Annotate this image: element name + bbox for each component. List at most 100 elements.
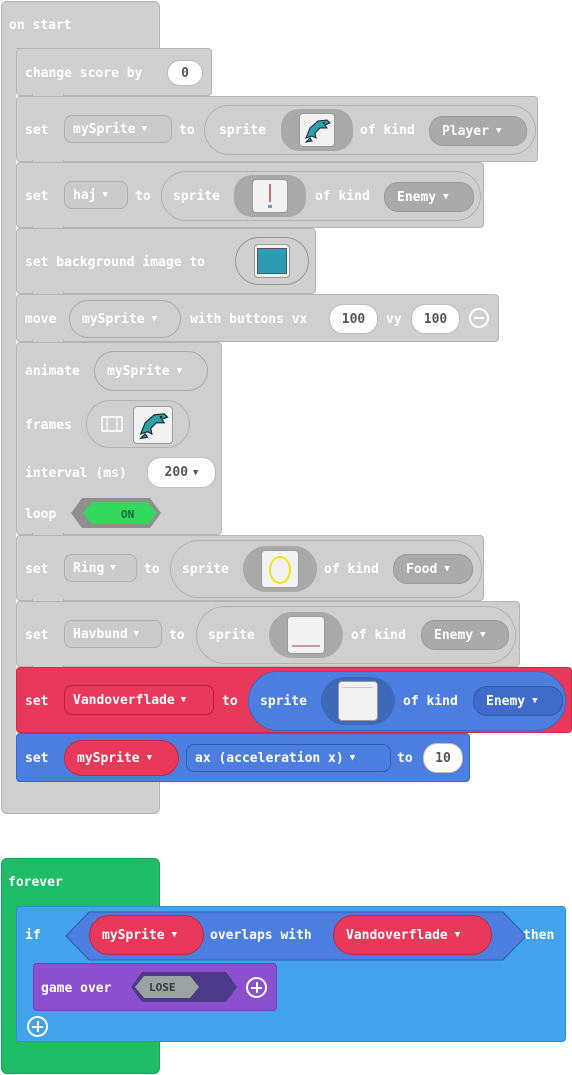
sprite-label: sprite bbox=[182, 562, 229, 577]
dropdown-text: Food bbox=[406, 561, 438, 577]
sprite-of-kind-reporter[interactable]: sprite of kind Enemy ▼ bbox=[248, 671, 566, 731]
mysprite-variable-dropdown[interactable]: mySprite ▼ bbox=[64, 115, 172, 143]
interval-dropdown[interactable]: 200 ▼ bbox=[147, 457, 216, 488]
sprite-of-kind-reporter[interactable]: sprite of kind Enemy ▼ bbox=[161, 171, 481, 221]
overlaps-with-label: overlaps with bbox=[210, 928, 312, 943]
dropdown-text: Vandoverflade bbox=[346, 927, 448, 943]
kind-enemy-dropdown[interactable]: Enemy ▼ bbox=[421, 620, 509, 650]
loop-toggle-value: ON bbox=[121, 508, 135, 521]
chevron-down-icon: ▼ bbox=[110, 563, 116, 573]
animate-block[interactable]: animate mySprite ▼ frames interval (ms) 2… bbox=[16, 342, 222, 542]
chevron-down-icon: ▼ bbox=[102, 190, 108, 200]
sprite-of-kind-reporter[interactable]: sprite of kind Player ▼ bbox=[204, 105, 536, 155]
lose-toggle[interactable] bbox=[130, 971, 238, 1003]
kind-food-dropdown[interactable]: Food ▼ bbox=[393, 554, 473, 584]
change-score-block[interactable]: change score by 0 bbox=[16, 48, 212, 103]
left-sprite-dropdown[interactable]: mySprite ▼ bbox=[89, 915, 204, 955]
set-ring-block[interactable]: set Ring ▼ to sprite of kind Food ▼ bbox=[16, 535, 484, 608]
sprite-label: sprite bbox=[208, 628, 255, 643]
set-label: set bbox=[25, 562, 49, 577]
then-label: then bbox=[523, 928, 555, 943]
interval-label: interval (ms) bbox=[25, 466, 127, 481]
dropdown-text: mySprite bbox=[73, 121, 136, 137]
set-havbund-block[interactable]: set Havbund ▼ to sprite of kind Enemy ▼ bbox=[16, 601, 520, 674]
move-with-buttons-block[interactable]: move mySprite ▼ with buttons vx 100 vy 10… bbox=[16, 294, 499, 349]
with-buttons-label: with buttons vx bbox=[190, 312, 308, 327]
add-else-icon[interactable] bbox=[27, 1016, 48, 1037]
havbund-sprite-thumbnail bbox=[287, 616, 325, 654]
vy-input[interactable]: 100 bbox=[411, 304, 460, 334]
chevron-down-icon: ▼ bbox=[193, 467, 199, 478]
chevron-down-icon: ▼ bbox=[454, 930, 461, 940]
set-haj-block[interactable]: set haj ▼ to sprite of kind Enemy ▼ bbox=[16, 162, 484, 235]
sprite-image-field[interactable] bbox=[269, 612, 343, 658]
dolphin-icon bbox=[304, 119, 331, 143]
haj-variable-dropdown[interactable]: haj ▼ bbox=[64, 181, 128, 209]
score-value-input[interactable]: 0 bbox=[167, 60, 203, 86]
sprite-image-field[interactable] bbox=[281, 109, 353, 151]
set-background-block[interactable]: set background image to bbox=[16, 228, 316, 301]
mysprite-variable-dropdown[interactable]: mySprite ▼ bbox=[64, 740, 179, 776]
chevron-down-icon: ▼ bbox=[171, 930, 178, 940]
kind-player-dropdown[interactable]: Player ▼ bbox=[429, 116, 527, 146]
background-image-field[interactable] bbox=[235, 237, 309, 285]
sprite-label: sprite bbox=[173, 189, 220, 204]
animate-sprite-dropdown[interactable]: mySprite ▼ bbox=[94, 351, 208, 391]
dropdown-text: 200 bbox=[164, 465, 189, 480]
dropdown-text: mySprite bbox=[82, 311, 145, 327]
on-start-label: on start bbox=[9, 18, 72, 33]
set-acceleration-block[interactable]: set mySprite ▼ ax (acceleration x) ▼ to 10 bbox=[16, 733, 470, 782]
chevron-down-icon: ▼ bbox=[480, 630, 486, 640]
to-label: to bbox=[397, 751, 413, 766]
dropdown-text: Enemy bbox=[397, 189, 437, 205]
set-mysprite-block[interactable]: set mySprite ▼ to sprite of kind Player ▼ bbox=[16, 96, 538, 169]
water-surface-thumbnail bbox=[338, 681, 378, 721]
dropdown-text: mySprite bbox=[107, 363, 170, 379]
of-kind-label: of kind bbox=[324, 562, 379, 577]
chevron-down-icon: ▼ bbox=[444, 564, 450, 574]
shark-sprite-thumbnail bbox=[252, 179, 288, 213]
background-thumbnail bbox=[254, 244, 290, 278]
chevron-down-icon: ▼ bbox=[146, 753, 153, 763]
property-dropdown[interactable]: ax (acceleration x) ▼ bbox=[186, 744, 391, 772]
dolphin-sprite-thumbnail bbox=[299, 113, 335, 147]
change-score-label: change score by bbox=[25, 66, 143, 81]
sprite-image-field[interactable] bbox=[234, 175, 306, 217]
game-over-label: game over bbox=[41, 981, 112, 996]
if-then-block[interactable]: if mySprite ▼ overlaps with Vandoverflade… bbox=[16, 906, 566, 1042]
ring-variable-dropdown[interactable]: Ring ▼ bbox=[64, 554, 137, 582]
kind-enemy-dropdown[interactable]: Enemy ▼ bbox=[473, 686, 563, 716]
set-background-label: set background image to bbox=[25, 255, 206, 270]
dolphin-icon bbox=[139, 413, 169, 440]
set-label: set bbox=[25, 628, 49, 643]
dropdown-text: mySprite bbox=[102, 927, 165, 943]
vandoverflade-variable-dropdown[interactable]: Vandoverflade ▼ bbox=[64, 685, 214, 715]
acceleration-value-input[interactable]: 10 bbox=[423, 743, 463, 773]
kind-enemy-dropdown[interactable]: Enemy ▼ bbox=[384, 182, 474, 212]
right-sprite-dropdown[interactable]: Vandoverflade ▼ bbox=[333, 915, 492, 955]
sprite-of-kind-reporter[interactable]: sprite of kind Enemy ▼ bbox=[196, 606, 516, 664]
sprite-image-field[interactable] bbox=[243, 546, 317, 592]
on-start-block[interactable]: on start bbox=[1, 1, 160, 49]
chevron-down-icon: ▼ bbox=[151, 314, 158, 324]
set-vandoverflade-block[interactable]: set Vandoverflade ▼ to sprite of kind Ene… bbox=[16, 667, 572, 733]
vx-input[interactable]: 100 bbox=[329, 304, 378, 334]
dropdown-text: ax (acceleration x) bbox=[195, 750, 344, 766]
sprite-image-field[interactable] bbox=[321, 677, 395, 725]
shark-icon bbox=[268, 184, 272, 208]
frames-field[interactable] bbox=[86, 400, 190, 448]
sprite-of-kind-reporter[interactable]: sprite of kind Food ▼ bbox=[170, 540, 482, 598]
dropdown-text: Enemy bbox=[434, 627, 474, 643]
animate-label: animate bbox=[25, 364, 80, 379]
game-over-block[interactable]: game over LOSE bbox=[33, 963, 277, 1011]
on-start-footer bbox=[1, 780, 160, 814]
forever-label: forever bbox=[8, 875, 63, 890]
chevron-down-icon: ▼ bbox=[532, 696, 538, 706]
loop-toggle[interactable] bbox=[70, 497, 162, 529]
to-label: to bbox=[144, 562, 160, 577]
add-circle-icon[interactable] bbox=[246, 977, 267, 998]
move-sprite-dropdown[interactable]: mySprite ▼ bbox=[69, 300, 181, 338]
to-label: to bbox=[179, 123, 195, 138]
remove-circle-icon[interactable] bbox=[469, 308, 489, 328]
havbund-variable-dropdown[interactable]: Havbund ▼ bbox=[64, 620, 162, 648]
